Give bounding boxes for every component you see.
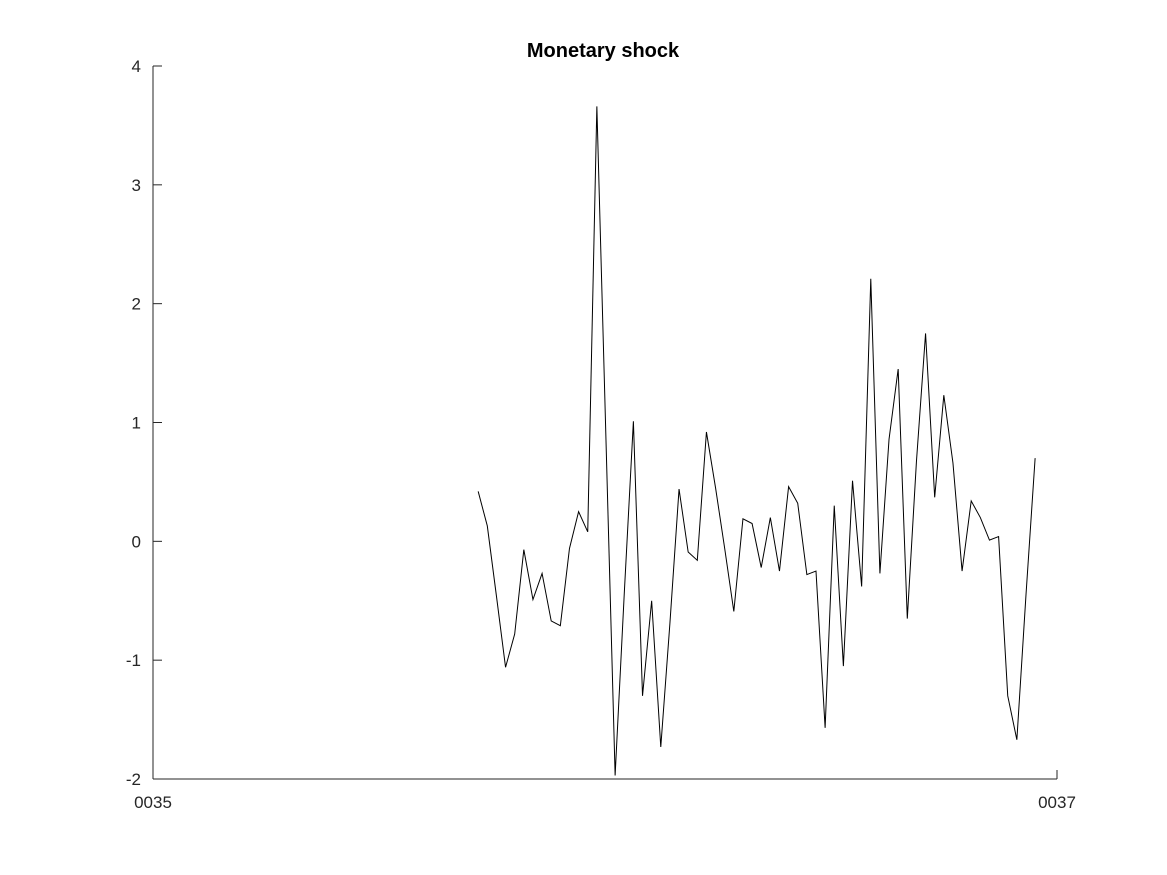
y-tick-label: 1 (132, 414, 141, 433)
y-axis-ticks: -2 -1 0 1 2 3 4 (126, 57, 162, 789)
x-tick-label: 0037 (1038, 793, 1076, 812)
series-line (477, 106, 1036, 776)
axes (152, 66, 1057, 780)
y-tick-label: -1 (126, 651, 141, 670)
y-tick-label: 2 (132, 295, 141, 314)
chart-title: Monetary shock (527, 40, 680, 62)
y-tick-label: 3 (132, 176, 141, 195)
y-tick-label: -2 (126, 770, 141, 789)
plot-area (477, 106, 1036, 776)
y-tick-label: 4 (132, 57, 141, 76)
y-tick-label: 0 (132, 532, 141, 551)
x-axis-ticks: 0035 0037 (134, 770, 1076, 812)
x-tick-label: 0035 (134, 793, 172, 812)
